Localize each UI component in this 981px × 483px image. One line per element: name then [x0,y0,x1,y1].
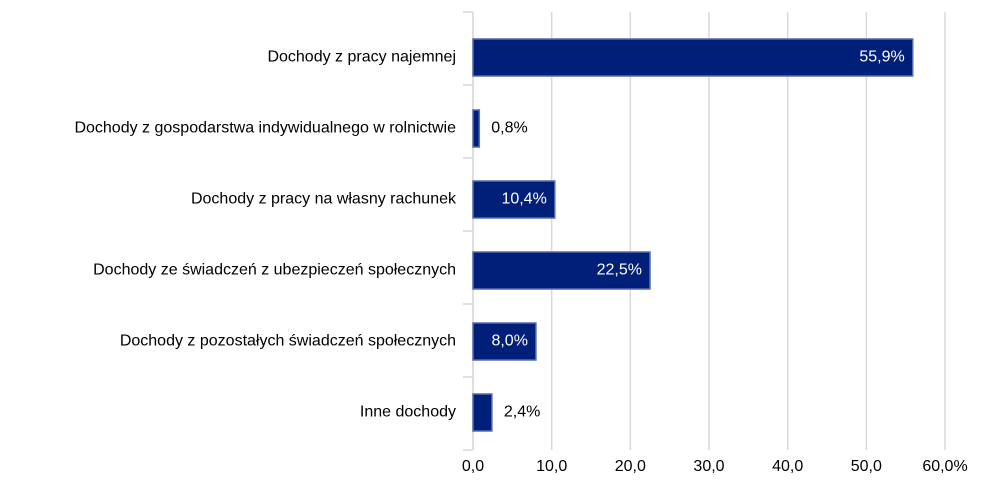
bar [472,109,481,148]
bar [472,251,651,290]
y-tick-label: Dochody z pracy na własny rachunek [191,191,457,208]
value-label: 55,9% [859,49,904,66]
value-label: 8,0% [491,333,527,350]
bar [472,180,556,219]
y-tick-label: Inne dochody [360,404,456,421]
y-tick-label: Dochody z pracy najemnej [267,49,456,66]
bar [472,393,493,432]
x-tick-label: 20,0 [615,458,646,475]
value-label: 0,8% [491,120,527,137]
x-tick-label: 60,0% [922,458,967,475]
value-label: 2,4% [504,404,540,421]
bar [472,38,914,77]
y-tick-label: Dochody z gospodarstwa indywidualnego w … [74,120,456,137]
y-tick-label: Dochody ze świadczeń z ubezpieczeń społe… [93,262,456,279]
x-tick-label: 50,0 [851,458,882,475]
bar [472,322,537,361]
x-tick-label: 0,0 [462,458,484,475]
x-tick-label: 10,0 [536,458,567,475]
x-tick-label: 30,0 [693,458,724,475]
x-tick-label: 40,0 [772,458,803,475]
value-label: 10,4% [501,191,546,208]
value-label: 22,5% [597,262,642,279]
y-tick-label: Dochody z pozostałych świadczeń społeczn… [120,333,456,350]
